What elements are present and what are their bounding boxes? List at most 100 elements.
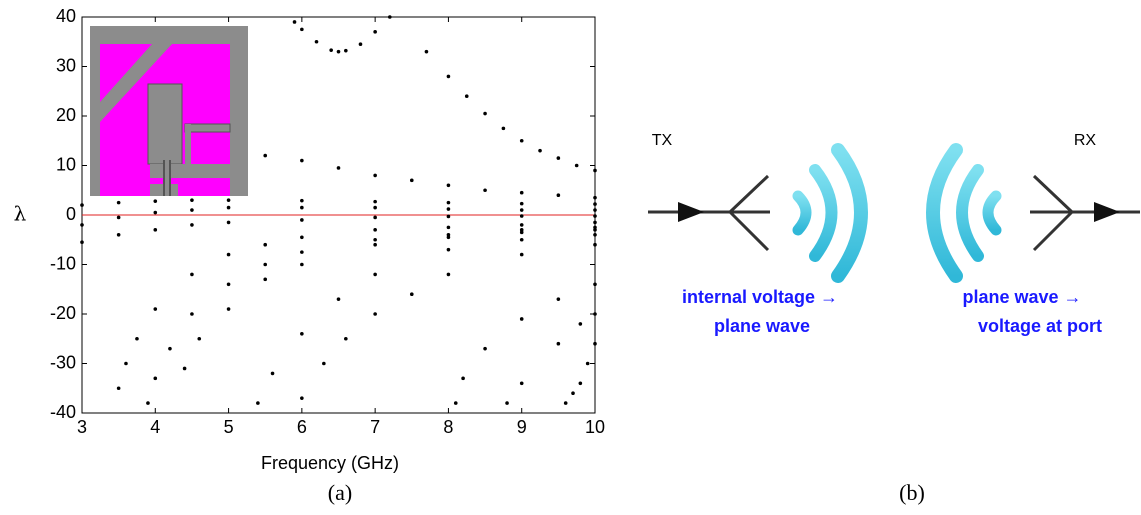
point bbox=[446, 200, 451, 205]
point bbox=[80, 203, 84, 207]
point bbox=[593, 242, 597, 247]
point bbox=[519, 230, 524, 235]
point bbox=[593, 228, 597, 232]
point bbox=[519, 190, 524, 195]
x-tick-label: 9 bbox=[517, 417, 527, 437]
point bbox=[593, 341, 597, 346]
point bbox=[483, 346, 487, 351]
point bbox=[135, 336, 139, 341]
point bbox=[483, 188, 487, 193]
y-tick-label: 40 bbox=[56, 6, 76, 26]
point bbox=[373, 173, 377, 178]
waves bbox=[792, 143, 1002, 283]
point bbox=[593, 208, 597, 212]
y-tick-label: 20 bbox=[56, 105, 76, 125]
point bbox=[593, 214, 597, 218]
point bbox=[519, 214, 524, 218]
point bbox=[226, 220, 231, 225]
caption: voltage at port bbox=[978, 316, 1102, 336]
point bbox=[519, 228, 524, 232]
point bbox=[409, 178, 414, 183]
point bbox=[190, 198, 194, 202]
point bbox=[446, 233, 451, 237]
point bbox=[373, 312, 377, 316]
caption: internal voltage → bbox=[682, 287, 838, 307]
point bbox=[578, 322, 583, 326]
point bbox=[446, 272, 451, 277]
point bbox=[593, 220, 597, 225]
point bbox=[593, 282, 597, 287]
y-tick-label: 10 bbox=[56, 154, 76, 174]
point bbox=[300, 396, 304, 400]
point bbox=[388, 15, 392, 19]
x-tick-label: 6 bbox=[297, 417, 307, 437]
point bbox=[556, 156, 561, 160]
y-tick-label: -20 bbox=[50, 303, 76, 323]
point bbox=[461, 376, 465, 381]
point bbox=[153, 307, 158, 311]
tx-antenna bbox=[648, 174, 770, 252]
x-tick-label: 3 bbox=[77, 417, 87, 437]
point bbox=[373, 237, 377, 242]
point bbox=[519, 208, 524, 212]
point bbox=[263, 153, 268, 158]
point bbox=[226, 252, 231, 257]
y-tick-label: 30 bbox=[56, 55, 76, 75]
point bbox=[409, 292, 414, 297]
point bbox=[336, 297, 341, 301]
point bbox=[300, 158, 304, 163]
y-tick-label: -40 bbox=[50, 402, 76, 422]
point bbox=[190, 272, 194, 277]
point bbox=[571, 391, 575, 396]
point bbox=[226, 205, 231, 210]
point bbox=[501, 126, 506, 131]
caption: plane wave bbox=[714, 316, 810, 336]
point bbox=[373, 242, 377, 247]
point bbox=[446, 214, 451, 219]
point bbox=[446, 225, 451, 230]
point bbox=[190, 208, 194, 212]
point bbox=[263, 262, 268, 267]
point bbox=[197, 336, 202, 341]
point bbox=[373, 199, 377, 204]
point bbox=[116, 386, 121, 391]
point bbox=[263, 277, 268, 282]
point bbox=[300, 250, 304, 254]
point bbox=[464, 94, 469, 98]
point bbox=[116, 200, 121, 205]
point bbox=[300, 27, 304, 32]
point bbox=[300, 218, 304, 222]
point bbox=[373, 205, 377, 210]
point bbox=[453, 401, 458, 405]
arrow bbox=[1094, 202, 1120, 222]
point bbox=[226, 198, 231, 202]
x-tick-label: 8 bbox=[443, 417, 453, 437]
point bbox=[446, 183, 451, 188]
point bbox=[563, 401, 568, 405]
point bbox=[519, 223, 524, 227]
point bbox=[153, 376, 158, 381]
point bbox=[80, 240, 84, 245]
point bbox=[505, 401, 509, 405]
y-tick-label: 0 bbox=[66, 204, 76, 224]
point bbox=[146, 401, 150, 405]
point bbox=[593, 233, 597, 237]
point bbox=[344, 48, 348, 53]
point bbox=[519, 317, 524, 321]
point bbox=[446, 247, 451, 252]
diagram: TX RX internal voltage → plane wave plan… bbox=[648, 132, 1140, 336]
point bbox=[300, 262, 304, 267]
point bbox=[446, 207, 451, 211]
x-axis-label: Frequency (GHz) bbox=[261, 453, 399, 473]
point bbox=[168, 346, 172, 351]
point bbox=[190, 312, 194, 316]
point bbox=[116, 233, 121, 237]
y-tick-label: -30 bbox=[50, 352, 76, 372]
point bbox=[446, 235, 451, 240]
point bbox=[519, 138, 524, 143]
x-tick-label: 5 bbox=[224, 417, 234, 437]
y-tick-label: -10 bbox=[50, 253, 76, 273]
point bbox=[446, 74, 451, 79]
point bbox=[373, 272, 377, 277]
point bbox=[314, 39, 319, 44]
